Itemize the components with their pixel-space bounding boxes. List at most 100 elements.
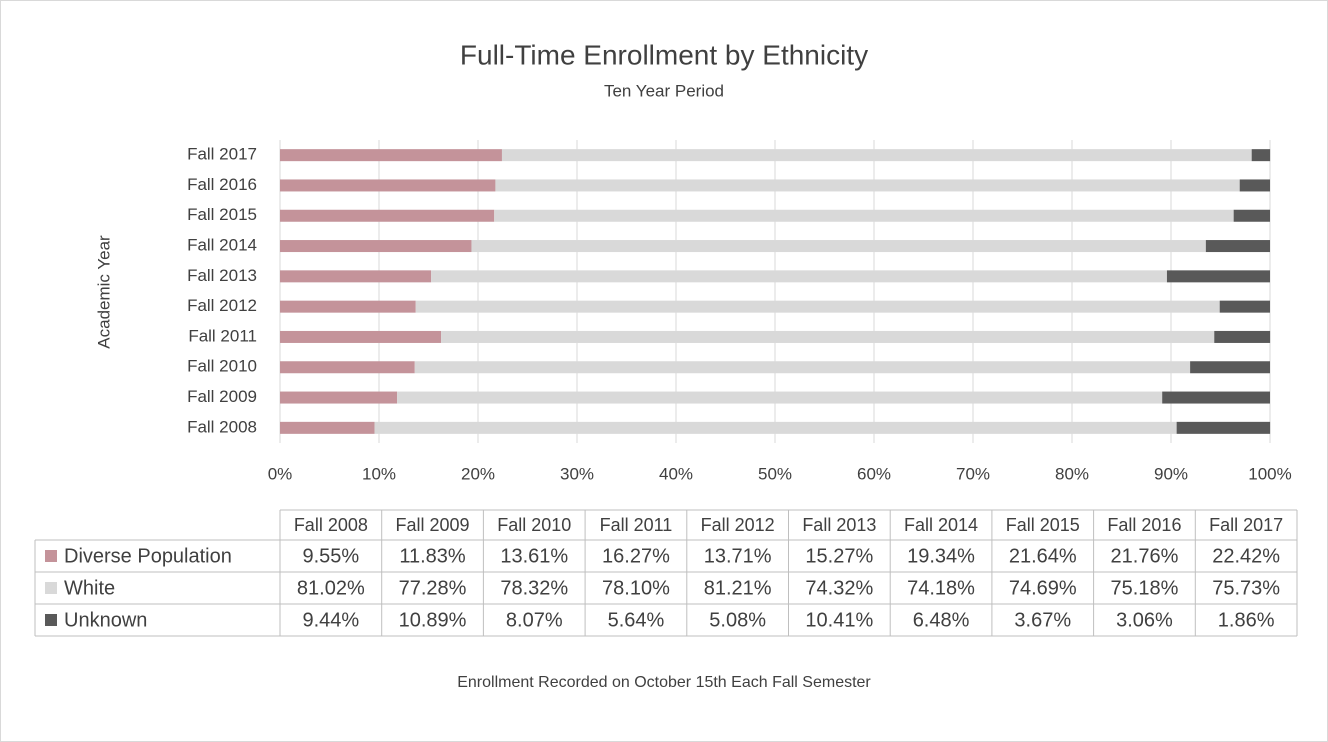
table-header: Fall 2009	[396, 515, 470, 535]
table-cell: 5.08%	[709, 609, 766, 631]
table-cell: 19.34%	[907, 545, 975, 567]
x-tick-label: 20%	[461, 464, 495, 483]
table-cell: 1.86%	[1218, 609, 1275, 631]
legend-label: White	[64, 577, 115, 599]
bar-segment	[280, 421, 375, 434]
x-tick-label: 80%	[1055, 464, 1089, 483]
table-header: Fall 2011	[600, 515, 673, 535]
bar-segment	[431, 270, 1167, 283]
bar-segment	[414, 361, 1191, 374]
bar-segment	[1176, 421, 1271, 434]
table-header: Fall 2013	[802, 515, 876, 535]
bar-segment	[471, 240, 1206, 253]
bar-segment	[1205, 240, 1270, 253]
y-tick-label: Fall 2013	[187, 266, 257, 285]
x-tick-label: 0%	[268, 464, 293, 483]
chart-title: Full-Time Enrollment by Ethnicity	[460, 39, 868, 70]
bar-segment	[280, 330, 442, 343]
table-cell: 75.18%	[1111, 577, 1179, 599]
y-tick-label: Fall 2017	[187, 145, 257, 164]
y-tick-label: Fall 2014	[187, 236, 257, 255]
y-tick-label: Fall 2009	[187, 387, 257, 406]
table-cell: 74.32%	[805, 577, 873, 599]
bar-segment	[280, 300, 416, 313]
bar-segment	[280, 149, 502, 162]
bar-segment	[441, 330, 1215, 343]
table-cell: 22.42%	[1212, 545, 1280, 567]
legend-key	[45, 614, 57, 626]
table-cell: 6.48%	[913, 609, 970, 631]
table-cell: 3.06%	[1116, 609, 1173, 631]
bar-segment	[1214, 330, 1271, 343]
table-cell: 78.32%	[500, 577, 568, 599]
table-cell: 10.41%	[805, 609, 873, 631]
table-header: Fall 2008	[294, 515, 368, 535]
bar-segment	[495, 179, 1240, 192]
bar-segment	[1251, 149, 1271, 162]
table-cell: 13.61%	[500, 545, 568, 567]
table-cell: 10.89%	[399, 609, 467, 631]
table-header: Fall 2014	[904, 515, 978, 535]
bar-segment	[1239, 179, 1270, 192]
bar-segment	[501, 149, 1252, 162]
table-header: Fall 2015	[1006, 515, 1080, 535]
table-cell: 74.18%	[907, 577, 975, 599]
table-cell: 78.10%	[602, 577, 670, 599]
bar-segment	[1219, 300, 1270, 313]
x-tick-label: 60%	[857, 464, 891, 483]
table-cell: 5.64%	[608, 609, 665, 631]
bar-segment	[1190, 361, 1270, 374]
x-tick-label: 100%	[1248, 464, 1291, 483]
table-cell: 21.76%	[1111, 545, 1179, 567]
table-cell: 16.27%	[602, 545, 670, 567]
bar-segment	[397, 391, 1163, 404]
table-cell: 74.69%	[1009, 577, 1077, 599]
x-tick-label: 40%	[659, 464, 693, 483]
bar-segment	[415, 300, 1220, 313]
bar-segment	[1233, 209, 1270, 222]
y-tick-label: Fall 2008	[187, 417, 257, 436]
table-header: Fall 2016	[1107, 515, 1181, 535]
table-cell: 9.55%	[302, 545, 359, 567]
x-tick-label: 70%	[956, 464, 990, 483]
legend-key	[45, 582, 57, 594]
x-tick-label: 50%	[758, 464, 792, 483]
legend-label: Unknown	[64, 609, 147, 631]
bar-segment	[280, 270, 432, 283]
table-header: Fall 2012	[701, 515, 775, 535]
y-tick-label: Fall 2012	[187, 296, 257, 315]
table-cell: 8.07%	[506, 609, 563, 631]
bar-segment	[280, 179, 496, 192]
legend-label: Diverse Population	[64, 545, 232, 567]
chart-subtitle: Ten Year Period	[604, 81, 724, 100]
table-cell: 81.21%	[704, 577, 772, 599]
note: Enrollment Recorded on October 15th Each…	[457, 674, 871, 691]
y-tick-label: Fall 2010	[187, 357, 257, 376]
x-tick-label: 10%	[362, 464, 396, 483]
table-cell: 75.73%	[1212, 577, 1280, 599]
bar-segment	[374, 421, 1177, 434]
table-header: Fall 2017	[1209, 515, 1283, 535]
legend-key	[45, 550, 57, 562]
table-cell: 11.83%	[399, 545, 466, 567]
y-axis-label: Academic Year	[94, 235, 113, 349]
table-cell: 21.64%	[1009, 545, 1077, 567]
table-cell: 13.71%	[704, 545, 772, 567]
table-cell: 81.02%	[297, 577, 365, 599]
y-tick-label: Fall 2016	[187, 175, 257, 194]
x-tick-label: 90%	[1154, 464, 1188, 483]
bar-segment	[280, 240, 472, 253]
bar-segment	[494, 209, 1234, 222]
bar-segment	[1166, 270, 1270, 283]
bar-segment	[280, 209, 495, 222]
y-tick-label: Fall 2011	[188, 326, 257, 345]
bar-segment	[280, 361, 415, 374]
bar-segment	[280, 391, 398, 404]
table-cell: 15.27%	[805, 545, 873, 567]
table-cell: 9.44%	[302, 609, 359, 631]
table-cell: 77.28%	[399, 577, 467, 599]
table-cell: 3.67%	[1014, 609, 1071, 631]
bar-segment	[1162, 391, 1270, 404]
x-tick-label: 30%	[560, 464, 594, 483]
